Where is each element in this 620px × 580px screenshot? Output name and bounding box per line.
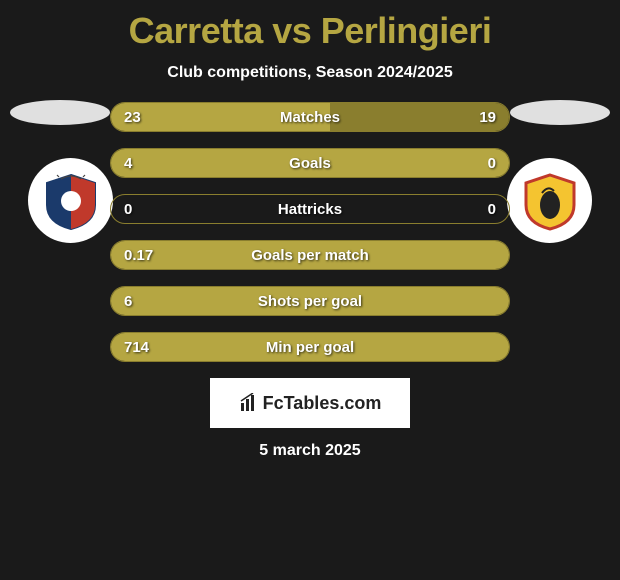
club-crest-right (507, 158, 592, 243)
stat-row: 714Min per goal (110, 332, 510, 362)
stat-label: Matches (184, 109, 436, 126)
player-shadow-right (510, 100, 610, 125)
stat-label: Min per goal (184, 339, 436, 356)
page-title: Carretta vs Perlingieri (0, 0, 620, 52)
footer-date: 5 march 2025 (0, 442, 620, 460)
stat-row: 4Goals0 (110, 148, 510, 178)
stat-label: Goals per match (184, 247, 436, 264)
benevento-crest-icon (520, 171, 580, 231)
stat-row: 23Matches19 (110, 102, 510, 132)
stat-row: 6Shots per goal (110, 286, 510, 316)
stat-value-right: 0 (436, 201, 496, 218)
club-crest-left (28, 158, 113, 243)
stat-row: 0Hattricks0 (110, 194, 510, 224)
stat-label: Goals (184, 155, 436, 172)
stat-value-right: 0 (436, 155, 496, 172)
stats-list: 23Matches194Goals00Hattricks00.17Goals p… (110, 100, 510, 362)
stat-value-left: 6 (124, 293, 184, 310)
stat-value-left: 0 (124, 201, 184, 218)
stats-icon (239, 393, 259, 413)
page-subtitle: Club competitions, Season 2024/2025 (0, 64, 620, 82)
stat-value-left: 23 (124, 109, 184, 126)
stat-row: 0.17Goals per match (110, 240, 510, 270)
footer-logo-text: FcTables.com (239, 393, 382, 414)
footer-logo-label: FcTables.com (263, 393, 382, 414)
stat-value-right: 19 (436, 109, 496, 126)
footer-logo[interactable]: FcTables.com (210, 378, 410, 428)
comparison-panel: 23Matches194Goals00Hattricks00.17Goals p… (0, 100, 620, 362)
stat-value-left: 0.17 (124, 247, 184, 264)
player-shadow-left (10, 100, 110, 125)
casertana-crest-icon (41, 171, 101, 231)
stat-label: Shots per goal (184, 293, 436, 310)
stat-value-left: 4 (124, 155, 184, 172)
stat-label: Hattricks (184, 201, 436, 218)
stat-value-left: 714 (124, 339, 184, 356)
